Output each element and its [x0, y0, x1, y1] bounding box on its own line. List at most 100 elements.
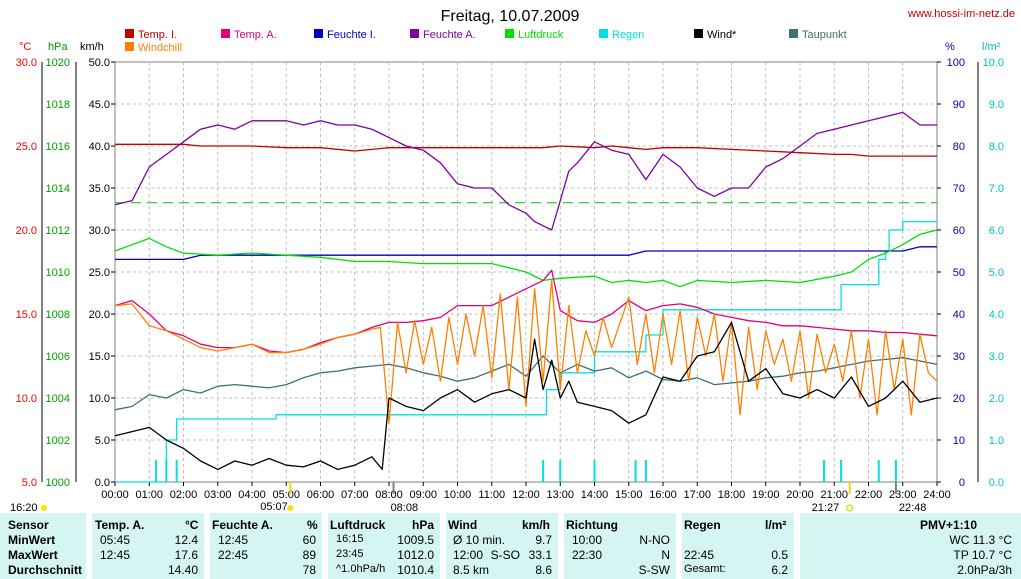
hpa-axis-header: hPa	[48, 41, 68, 53]
legend-swatch	[221, 29, 230, 38]
stats-luft-val: 1012.0	[397, 548, 434, 562]
stats-header-temp-unit: °C	[185, 518, 199, 532]
x-tick-label: 01:00	[135, 489, 163, 501]
legend: Temp. I. Temp. A. Feuchte I. Feuchte A. Luft…	[125, 29, 847, 54]
x-tick-label: 15:00	[615, 489, 643, 501]
stats-header-sensor: Sensor	[8, 518, 49, 532]
percent-tick-label: 80	[953, 141, 965, 153]
x-tick-label: 09:00	[409, 489, 437, 501]
legend-swatch	[694, 29, 703, 38]
hpa-tick-label: 1004	[46, 393, 70, 405]
chart-title: Freitag, 10.07.2009	[441, 8, 580, 25]
stats-richtung-val: N-NO	[639, 533, 670, 547]
percent-tick-label: 20	[953, 393, 965, 405]
sun-icon	[41, 505, 47, 511]
celsius-tick-label: 20.0	[16, 225, 37, 237]
legend-label: Taupunkt	[802, 29, 847, 41]
x-tick-label: 14:00	[581, 489, 609, 501]
stats-luft-val: 1009.5	[397, 533, 434, 547]
x-tick-label: 08:00	[375, 489, 403, 501]
stats-temp-val: 14.40	[167, 563, 198, 577]
stats-feuchte-val: 89	[302, 548, 316, 562]
kmh-tick-label: 0.0	[95, 477, 110, 489]
legend-label: Regen	[612, 29, 644, 41]
kmh-tick-label: 40.0	[89, 141, 110, 153]
stats-luft-val: 1010.4	[397, 563, 434, 577]
hpa-tick-label: 1010	[46, 267, 70, 279]
stats-regen-time: Gesamt:	[684, 563, 726, 575]
lm2-tick-label: 3.0	[989, 351, 1004, 363]
lm2-tick-label: 8.0	[989, 141, 1004, 153]
sunrise-label: 05:07	[260, 501, 288, 513]
stats-feuchte-time: 12:45	[218, 533, 249, 547]
celsius-tick-label: 25.0	[16, 141, 37, 153]
legend-label: Feuchte I.	[327, 29, 376, 41]
stats-wind-time: 8.5 km	[453, 563, 490, 577]
series-line	[114, 279, 938, 424]
stats-temp-val: 12.4	[174, 533, 198, 547]
stats-pmv: TP 10.7 °C	[953, 548, 1012, 562]
website-link[interactable]: www.hossi-im-netz.de	[907, 8, 1015, 20]
hpa-tick-label: 1012	[46, 225, 70, 237]
stats-header-feuchte: Feuchte A.	[212, 518, 273, 532]
lm2-tick-label: 9.0	[989, 99, 1004, 111]
x-tick-label: 10:00	[444, 489, 472, 501]
stats-pmv: WC 11.3 °C	[949, 533, 1012, 547]
series-line	[115, 246, 937, 261]
legend-swatch	[410, 29, 419, 38]
y-axes: 5.010.015.020.025.030.010001002100410061…	[16, 57, 1004, 489]
x-tick-label: 18:00	[718, 489, 746, 501]
x-tick-label: 05:00	[272, 489, 300, 501]
stats-temp-time: 12:45	[100, 548, 131, 562]
x-tick-label: 20:00	[786, 489, 814, 501]
stats-header-feuchte-unit: %	[307, 518, 318, 532]
lm2-tick-label: 1.0	[989, 435, 1004, 447]
percent-tick-label: 30	[953, 351, 965, 363]
legend-swatch	[125, 29, 134, 38]
x-tick-label: 24:00	[923, 489, 951, 501]
kmh-axis-header: km/h	[80, 41, 104, 53]
percent-tick-label: 10	[953, 435, 965, 447]
stats-header-wind: Wind	[448, 518, 478, 532]
x-tick-label: 11:00	[478, 489, 505, 501]
hpa-tick-label: 1002	[46, 435, 70, 447]
x-tick-label: 12:00	[512, 489, 540, 501]
x-tick-label: 06:00	[307, 489, 335, 501]
stats-wind-time: Ø 10 min.	[453, 533, 506, 547]
kmh-tick-label: 15.0	[89, 351, 110, 363]
stats-regen-val: 0.5	[771, 548, 788, 562]
hpa-tick-label: 1008	[46, 309, 70, 321]
legend-label: Feuchte A.	[423, 29, 476, 41]
legend-swatch	[789, 29, 798, 38]
legend-label: Wind*	[707, 29, 737, 41]
stats-luft-time: ^1.0hPa/h	[336, 563, 386, 575]
stats-richtung-val: S-SW	[638, 563, 670, 577]
stats-label: Durchschnitt	[8, 563, 83, 577]
x-tick-label: 23:00	[889, 489, 917, 501]
stats-header-luft-unit: hPa	[412, 518, 435, 532]
legend-label: Luftdruck	[518, 29, 564, 41]
kmh-tick-label: 45.0	[89, 99, 110, 111]
hpa-tick-label: 1018	[46, 99, 70, 111]
stats-regen-val: 6.2	[771, 563, 788, 577]
x-tick-label: 16:00	[649, 489, 677, 501]
sunrise-icon	[287, 505, 294, 511]
hpa-tick-label: 1014	[46, 183, 70, 195]
stats-richtung-time: 10:00	[572, 533, 603, 547]
x-tick-label: 02:00	[170, 489, 198, 501]
x-tick-label: 13:00	[546, 489, 574, 501]
kmh-tick-label: 25.0	[89, 267, 110, 279]
stats-richtung-val: N	[661, 548, 670, 562]
x-tick-label: 19:00	[752, 489, 780, 501]
percent-tick-label: 60	[953, 225, 965, 237]
percent-tick-label: 70	[953, 183, 965, 195]
hpa-tick-label: 1006	[46, 351, 70, 363]
percent-axis-header: %	[945, 41, 955, 53]
x-tick-label: 03:00	[204, 489, 232, 501]
lm2-tick-label: 6.0	[989, 225, 1004, 237]
stats-wind-time: 12:00	[453, 548, 484, 562]
x-tick-label: 00:00	[101, 489, 129, 501]
x-tick-label: 21:00	[820, 489, 848, 501]
stats-table: Sensor Temp. A. °C Feuchte A. % Luftdruc…	[0, 513, 1021, 579]
sunset-label: 21:27	[812, 502, 840, 513]
